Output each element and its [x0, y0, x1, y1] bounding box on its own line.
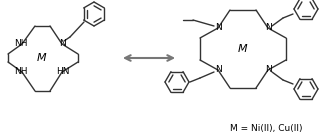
Text: N: N [60, 39, 67, 48]
Text: M: M [238, 44, 248, 54]
Text: N: N [264, 66, 271, 75]
Text: NH: NH [14, 67, 28, 76]
Text: N: N [214, 23, 221, 33]
Text: NH: NH [14, 39, 28, 48]
Text: HN: HN [56, 67, 70, 76]
Text: M = Ni(II), Cu(II): M = Ni(II), Cu(II) [230, 124, 302, 132]
Text: M: M [37, 53, 47, 63]
Text: N: N [264, 23, 271, 33]
Text: N: N [214, 66, 221, 75]
